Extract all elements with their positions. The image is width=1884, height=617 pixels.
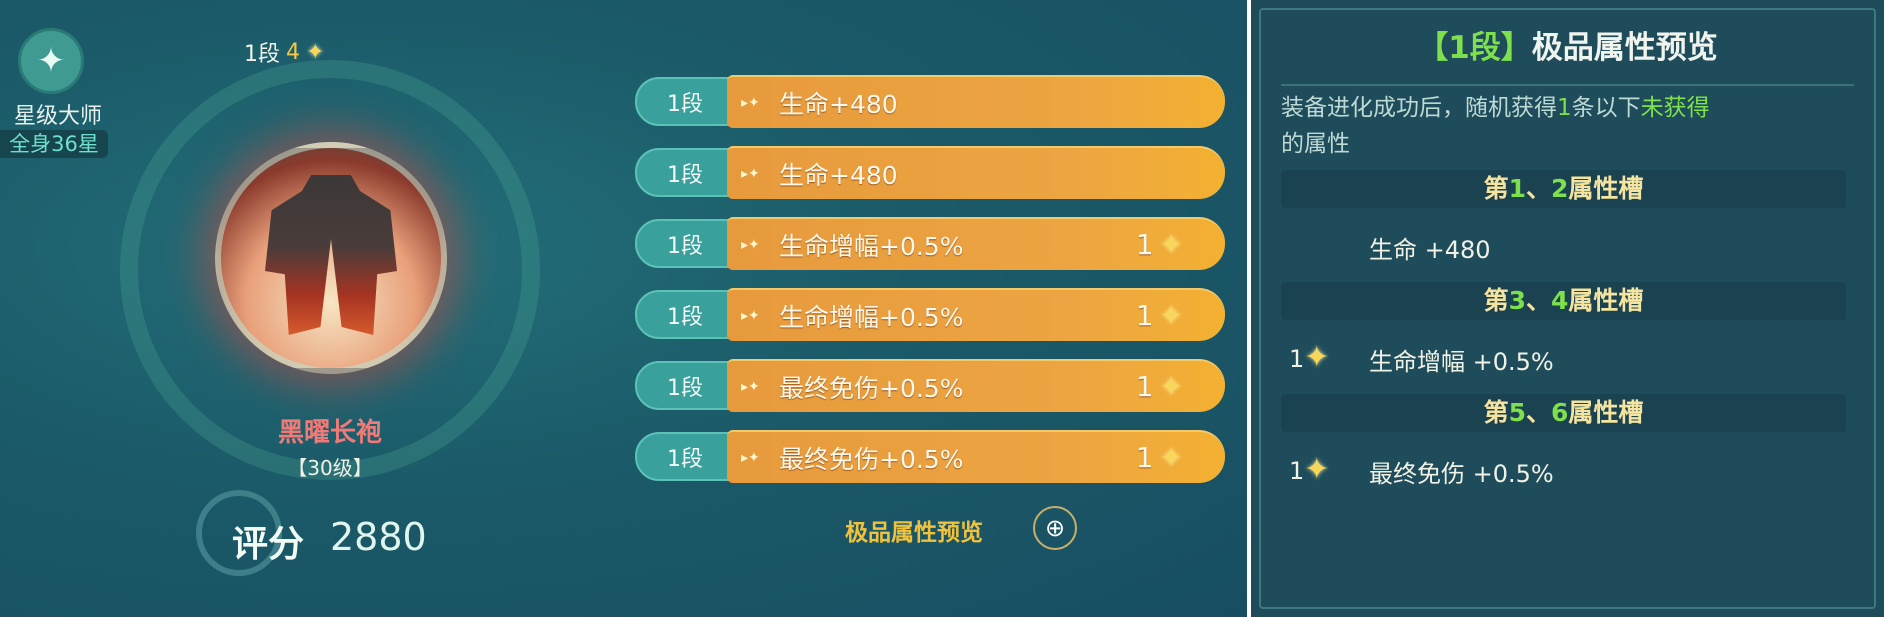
desc-text: 条以下 xyxy=(1571,95,1641,121)
tier-pill: 1段 xyxy=(635,290,735,339)
attribute-bar: ▸✦ 生命增幅+0.5% 1 ✦ xyxy=(727,288,1225,341)
attribute-text: 生命+480 xyxy=(779,89,898,119)
slot-section-header: 第1、2属性槽 xyxy=(1281,170,1846,208)
star-level: 1✦ xyxy=(1289,452,1329,487)
desc-highlight: 未获得 xyxy=(1640,95,1710,121)
arrow-icon: ▸✦ xyxy=(741,307,760,324)
tier-pill: 1段 xyxy=(635,361,735,410)
tier-pill: 1段 xyxy=(635,148,735,197)
attribute-bar: ▸✦ 最终免伤+0.5% 1 ✦ xyxy=(727,430,1225,483)
attribute-text: 生命增幅+0.5% xyxy=(779,231,964,261)
star-count: 4 xyxy=(286,39,300,65)
slot-text: 第 xyxy=(1483,286,1509,315)
slot-attribute: 生命增幅 +0.5% xyxy=(1369,348,1554,376)
attribute-text: 生命+480 xyxy=(779,160,898,190)
slot-attribute: 最终免伤 +0.5% xyxy=(1369,460,1554,488)
star-icon: ✦ xyxy=(1304,452,1330,487)
slot-num: 3 xyxy=(1508,286,1526,315)
attribute-row[interactable]: 1段 ▸✦ 生命增幅+0.5% 1 ✦ xyxy=(635,288,1225,341)
star-level-num: 1 xyxy=(1289,457,1305,485)
equipment-view: ✦ 星级大师 全身36星 1段 4 ✦ 黑曜长袍 【30级】 评分 2880 1… xyxy=(0,0,1247,617)
star-level: 1 xyxy=(1135,441,1154,474)
preview-panel: 【1段】极品属性预览 装备进化成功后，随机获得1条以下未获得 的属性 第1、2属性… xyxy=(1251,0,1884,617)
star-level: 1 xyxy=(1135,370,1154,403)
desc-text: 的属性 xyxy=(1281,131,1350,157)
slot-num: 5 xyxy=(1508,398,1526,427)
star-level: 1 xyxy=(1135,228,1154,261)
tier-pill: 1段 xyxy=(635,219,735,268)
attribute-row[interactable]: 1段 ▸✦ 最终免伤+0.5% 1 ✦ xyxy=(635,359,1225,412)
arrow-icon: ▸✦ xyxy=(741,449,760,466)
slot-num: 4 xyxy=(1551,286,1569,315)
item-name: 黑曜长袍 xyxy=(277,418,382,448)
preview-link[interactable]: 极品属性预览 xyxy=(845,520,983,546)
star-icon: ✦ xyxy=(1159,370,1183,403)
slot-text: 、 xyxy=(1525,174,1551,203)
panel-description: 装备进化成功后，随机获得1条以下未获得的属性 xyxy=(1281,90,1841,162)
star-icon: ✦ xyxy=(1304,340,1330,375)
attribute-bar: ▸✦ 最终免伤+0.5% 1 ✦ xyxy=(727,359,1225,412)
attribute-row[interactable]: 1段 ▸✦ 生命增幅+0.5% 1 ✦ xyxy=(635,217,1225,270)
tier-pill: 1段 xyxy=(635,77,735,126)
panel-title: 【1段】极品属性预览 xyxy=(1251,22,1884,67)
attribute-row[interactable]: 1段 ▸✦ 最终免伤+0.5% 1 ✦ xyxy=(635,430,1225,483)
tier-label: 1段 xyxy=(244,42,280,67)
desc-text: 装备进化成功后，随机获得 xyxy=(1281,95,1557,121)
slot-text: 属性槽 xyxy=(1568,286,1644,315)
star-level: 1✦ xyxy=(1289,340,1329,375)
title-tier: 【1段】 xyxy=(1417,30,1532,66)
slot-section-header: 第5、6属性槽 xyxy=(1281,394,1846,432)
attribute-text: 生命增幅+0.5% xyxy=(779,302,964,332)
score-label: 评分 xyxy=(232,524,305,565)
score-ring-icon xyxy=(196,490,282,576)
slot-attribute: 生命 +480 xyxy=(1369,236,1491,264)
attribute-bar: ▸✦ 生命增幅+0.5% 1 ✦ xyxy=(727,217,1225,270)
arrow-icon: ▸✦ xyxy=(741,165,760,182)
slot-num: 1 xyxy=(1508,174,1526,203)
star-icon: ✦ xyxy=(1159,299,1183,332)
total-stars-tag: 全身36星 xyxy=(0,130,108,158)
slot-text: 属性槽 xyxy=(1568,398,1644,427)
arrow-icon: ▸✦ xyxy=(741,378,760,395)
star-icon: ✦ xyxy=(1159,228,1183,261)
desc-count: 1 xyxy=(1557,95,1572,121)
attribute-row[interactable]: 1段 ▸✦ 生命+480 xyxy=(635,75,1225,128)
arrow-icon: ▸✦ xyxy=(741,94,760,111)
attribute-row[interactable]: 1段 ▸✦ 生命+480 xyxy=(635,146,1225,199)
divider xyxy=(1281,84,1854,86)
slot-text: 属性槽 xyxy=(1568,174,1644,203)
star-level: 1 xyxy=(1135,299,1154,332)
slot-text: 、 xyxy=(1525,398,1551,427)
slot-num: 6 xyxy=(1551,398,1569,427)
star-icon: ✦ xyxy=(306,39,325,65)
attribute-text: 最终免伤+0.5% xyxy=(779,444,964,474)
magnifier-icon[interactable]: ⊕ xyxy=(1033,506,1077,550)
star-level-num: 1 xyxy=(1289,345,1305,373)
score-value: 2880 xyxy=(330,515,427,559)
tier-stars: 1段 4 ✦ xyxy=(244,36,324,68)
star-icon: ✦ xyxy=(1159,441,1183,474)
slot-text: 第 xyxy=(1483,398,1509,427)
item-level: 【30级】 xyxy=(287,456,373,480)
attribute-bar: ▸✦ 生命+480 xyxy=(727,146,1225,199)
star-flower-icon[interactable]: ✦ xyxy=(18,28,84,94)
slot-section-header: 第3、4属性槽 xyxy=(1281,282,1846,320)
attribute-bar: ▸✦ 生命+480 xyxy=(727,75,1225,128)
panel-frame xyxy=(1259,8,1876,609)
arrow-icon: ▸✦ xyxy=(741,236,760,253)
slot-num: 2 xyxy=(1551,174,1569,203)
star-master-title: 星级大师 xyxy=(13,104,102,129)
slot-text: 第 xyxy=(1483,174,1509,203)
attribute-text: 最终免伤+0.5% xyxy=(779,373,964,403)
title-text: 极品属性预览 xyxy=(1531,30,1718,66)
tier-pill: 1段 xyxy=(635,432,735,481)
slot-text: 、 xyxy=(1525,286,1551,315)
